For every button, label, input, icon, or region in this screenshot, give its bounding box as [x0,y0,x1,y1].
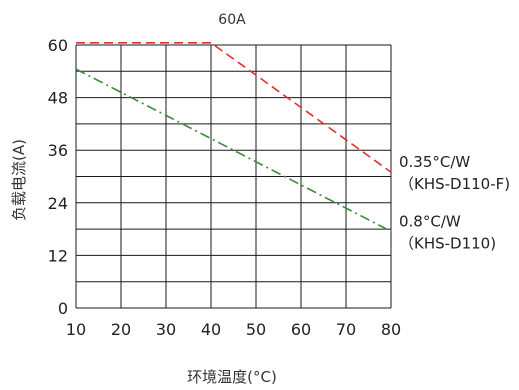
y-axis-ticks: 0 12 24 36 48 60 [48,36,68,318]
y-tick-label: 24 [48,194,68,213]
series-annotations: 0.35°C/W （KHS-D110-F) 0.8°C/W （KHS-D110) [399,153,510,252]
y-axis-label: 负载电流(A) [10,139,28,221]
annotation-2-line-1: 0.8°C/W [399,212,461,230]
y-tick-label: 0 [58,299,68,318]
annotation-2-line-2: （KHS-D110) [399,234,496,252]
annotation-1-line-2: （KHS-D110-F) [399,175,510,193]
series-line-2 [75,68,392,233]
x-tick-label: 70 [336,320,356,339]
y-tick-label: 12 [48,246,68,265]
x-tick-label: 50 [246,320,266,339]
x-tick-label: 20 [111,320,131,339]
x-axis-ticks: 10 20 30 40 50 60 70 80 [66,320,401,339]
x-tick-label: 30 [156,320,176,339]
series-line-1 [76,42,392,173]
plot-grid [75,44,392,309]
x-axis-label: 环境温度(°C) [187,368,277,386]
y-tick-label: 36 [48,141,68,160]
x-tick-label: 10 [66,320,86,339]
plot-series [75,42,392,233]
annotation-1-line-1: 0.35°C/W [399,153,470,171]
x-tick-label: 80 [381,320,401,339]
y-tick-label: 48 [48,89,68,108]
chart-title: 60A [218,12,246,28]
x-tick-label: 40 [201,320,221,339]
y-tick-label: 60 [48,36,68,55]
x-tick-label: 60 [291,320,311,339]
